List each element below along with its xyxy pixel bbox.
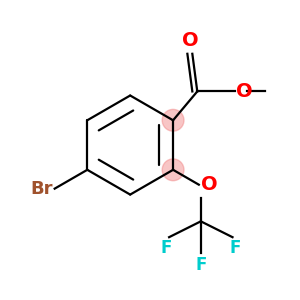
Text: O: O xyxy=(236,82,253,101)
Text: O: O xyxy=(182,31,198,50)
Text: F: F xyxy=(230,239,241,257)
Text: Br: Br xyxy=(30,180,53,198)
Circle shape xyxy=(162,159,184,181)
Text: F: F xyxy=(160,239,172,257)
Text: O: O xyxy=(201,175,218,194)
Circle shape xyxy=(162,110,184,131)
Text: F: F xyxy=(195,256,206,274)
